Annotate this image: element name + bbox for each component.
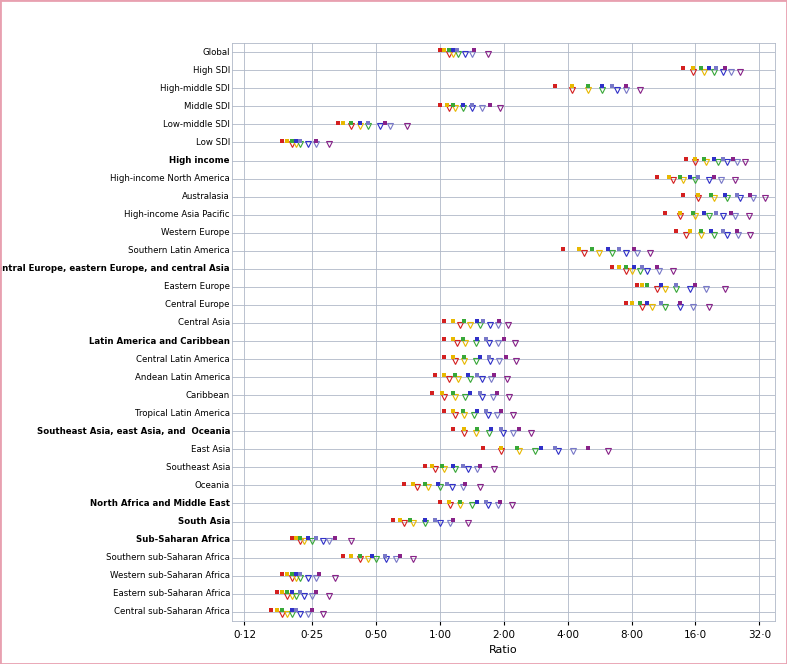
Text: Sub-Saharan Africa: Sub-Saharan Africa xyxy=(136,535,230,544)
Text: High income: High income xyxy=(169,156,230,165)
Text: Low SDI: Low SDI xyxy=(196,138,230,147)
X-axis label: Ratio: Ratio xyxy=(490,645,518,655)
Text: Andean Latin America: Andean Latin America xyxy=(135,373,230,382)
Text: Central Europe, eastern Europe, and central Asia: Central Europe, eastern Europe, and cent… xyxy=(0,264,230,274)
Text: Caribbean: Caribbean xyxy=(186,390,230,400)
Text: High-income Asia Pacific: High-income Asia Pacific xyxy=(124,210,230,219)
Text: Tropical Latin America: Tropical Latin America xyxy=(135,409,230,418)
Text: Australasia: Australasia xyxy=(183,192,230,201)
Text: Central Europe: Central Europe xyxy=(165,300,230,309)
Text: High SDI: High SDI xyxy=(193,66,230,75)
Text: Western sub-Saharan Africa: Western sub-Saharan Africa xyxy=(110,571,230,580)
Text: Central Latin America: Central Latin America xyxy=(136,355,230,364)
Text: High-income North America: High-income North America xyxy=(110,174,230,183)
Text: Western Europe: Western Europe xyxy=(161,228,230,237)
Text: Eastern sub-Saharan Africa: Eastern sub-Saharan Africa xyxy=(113,589,230,598)
Text: Middle SDI: Middle SDI xyxy=(184,102,230,111)
Text: Oceania: Oceania xyxy=(194,481,230,490)
Text: Eastern Europe: Eastern Europe xyxy=(164,282,230,291)
Text: Latin America and Caribbean: Latin America and Caribbean xyxy=(89,337,230,345)
Text: High-middle SDI: High-middle SDI xyxy=(160,84,230,93)
Text: Southeast Asia: Southeast Asia xyxy=(165,463,230,472)
Text: Central Asia: Central Asia xyxy=(178,319,230,327)
Text: Southeast Asia, east Asia, and  Oceania: Southeast Asia, east Asia, and Oceania xyxy=(37,427,230,436)
Text: Southern Latin America: Southern Latin America xyxy=(128,246,230,255)
Text: Central sub-Saharan Africa: Central sub-Saharan Africa xyxy=(114,608,230,616)
Text: North Africa and Middle East: North Africa and Middle East xyxy=(90,499,230,508)
Text: Low-middle SDI: Low-middle SDI xyxy=(163,120,230,129)
Text: East Asia: East Asia xyxy=(190,445,230,454)
Text: Southern sub-Saharan Africa: Southern sub-Saharan Africa xyxy=(106,553,230,562)
Text: Global: Global xyxy=(202,48,230,56)
Text: South Asia: South Asia xyxy=(178,517,230,526)
